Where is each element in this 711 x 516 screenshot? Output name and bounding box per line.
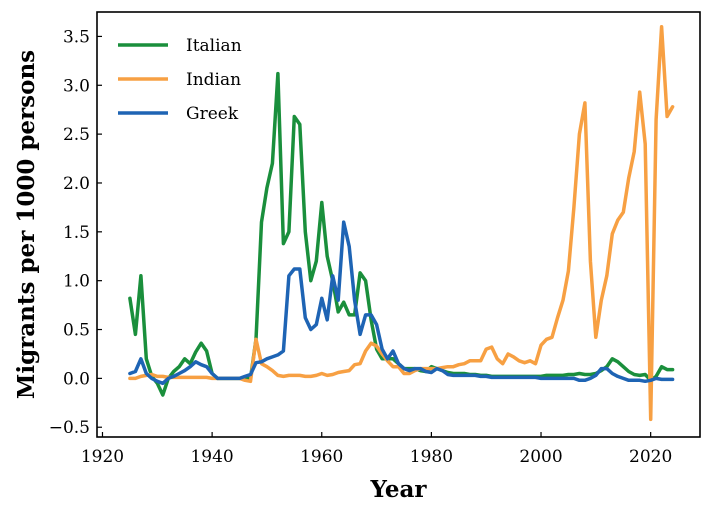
- y-tick-label: 1.0: [63, 272, 90, 292]
- x-axis: 1920 1940 1960 1980 2000 2020: [81, 432, 672, 467]
- legend-label-greek: Greek: [186, 104, 239, 124]
- series-line-greek: [128, 220, 675, 386]
- x-tick-label: 2000: [519, 447, 562, 467]
- x-tick-label: 1920: [81, 447, 124, 467]
- plot-area: [128, 24, 675, 422]
- x-tick-label: 1940: [190, 447, 233, 467]
- legend: Italian Indian Greek: [118, 36, 242, 124]
- legend-label-italian: Italian: [186, 36, 242, 56]
- y-axis-title: Migrants per 1000 persons: [13, 50, 40, 399]
- y-tick-label: 3.0: [63, 76, 90, 96]
- x-axis-title: Year: [369, 476, 427, 503]
- y-axis: −0.5 0.0 0.5 1.0 1.5 2.0 2.5 3.0 3.5: [49, 27, 102, 438]
- y-tick-label: 2.0: [63, 174, 90, 194]
- y-tick-label: 2.5: [63, 125, 90, 145]
- plot-frame: [96, 11, 701, 438]
- y-tick-label: −0.5: [49, 418, 90, 438]
- x-tick-label: 2020: [629, 447, 672, 467]
- y-tick-label: 3.5: [63, 27, 90, 47]
- legend-label-indian: Indian: [186, 70, 241, 90]
- y-tick-label: 1.5: [63, 223, 90, 243]
- y-tick-label: 0.5: [63, 321, 90, 341]
- y-tick-label: 0.0: [63, 369, 90, 389]
- x-tick-label: 1960: [300, 447, 343, 467]
- x-tick-label: 1980: [410, 447, 453, 467]
